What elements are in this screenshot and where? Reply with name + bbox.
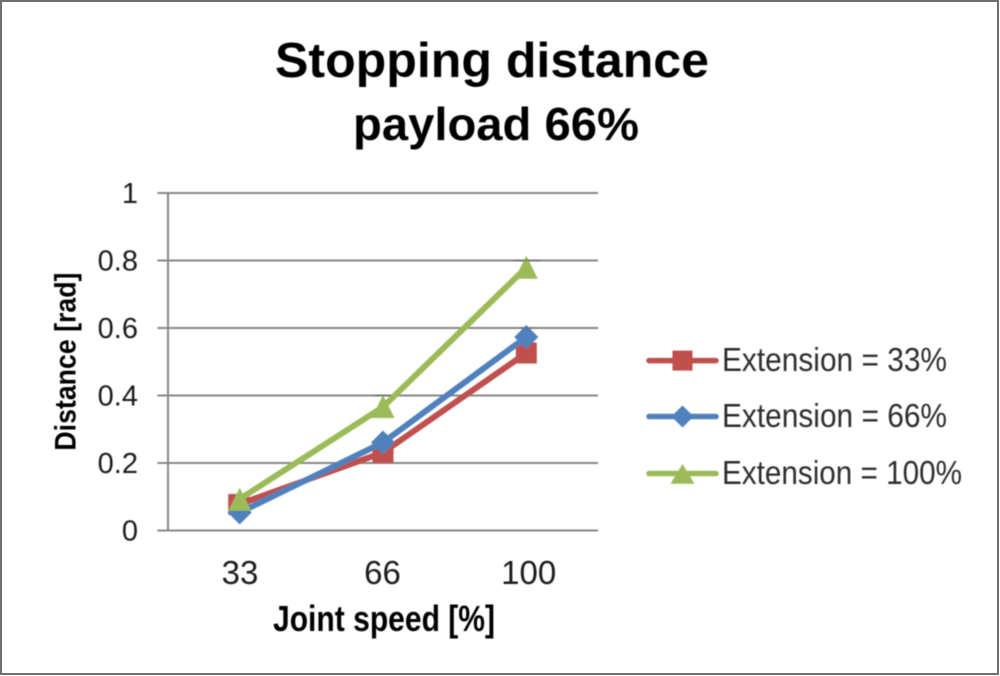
svg-text:0.4: 0.4 bbox=[98, 381, 138, 413]
svg-text:1: 1 bbox=[122, 178, 138, 210]
svg-text:Extension = 33%: Extension = 33% bbox=[722, 341, 947, 378]
svg-text:Extension = 66%: Extension = 66% bbox=[722, 397, 947, 434]
svg-text:33: 33 bbox=[222, 554, 259, 591]
svg-text:payload 66%: payload 66% bbox=[353, 98, 639, 150]
svg-text:0.6: 0.6 bbox=[98, 313, 138, 345]
svg-text:0.2: 0.2 bbox=[98, 448, 138, 480]
svg-text:0: 0 bbox=[122, 516, 138, 548]
svg-text:100: 100 bbox=[501, 554, 556, 591]
svg-text:66: 66 bbox=[364, 554, 401, 591]
svg-text:Stopping distance: Stopping distance bbox=[275, 34, 709, 88]
svg-text:0.8: 0.8 bbox=[98, 246, 138, 278]
svg-text:Joint speed [%]: Joint speed [%] bbox=[273, 598, 495, 639]
svg-text:Extension = 100%: Extension = 100% bbox=[722, 454, 962, 491]
svg-text:Distance [rad]: Distance [rad] bbox=[50, 273, 83, 451]
